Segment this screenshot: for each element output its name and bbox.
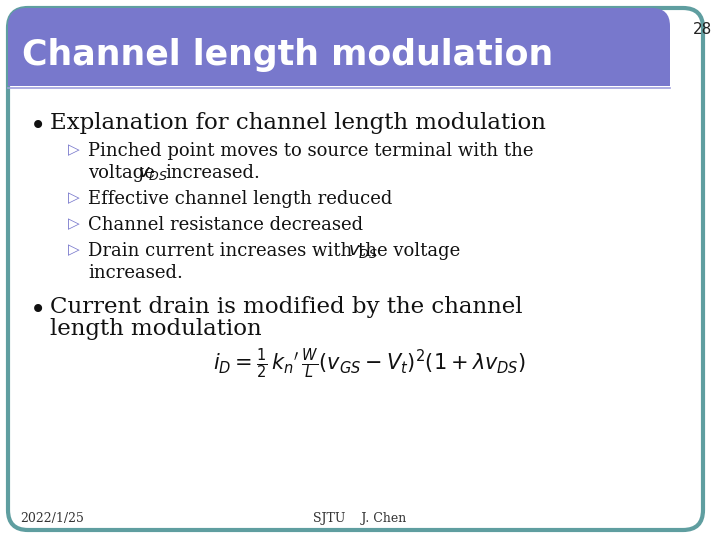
Text: Channel resistance decreased: Channel resistance decreased xyxy=(88,216,363,234)
Text: $v_{DS}$: $v_{DS}$ xyxy=(138,164,168,182)
Text: ▷: ▷ xyxy=(68,242,80,257)
Text: length modulation: length modulation xyxy=(50,318,261,340)
Text: SJTU    J. Chen: SJTU J. Chen xyxy=(313,512,407,525)
FancyBboxPatch shape xyxy=(8,8,703,530)
Text: ▷: ▷ xyxy=(68,142,80,157)
Text: Drain current increases with the voltage: Drain current increases with the voltage xyxy=(88,242,466,260)
Text: increased.: increased. xyxy=(88,264,183,282)
Text: $i_D = \frac{1}{2}\, k_n{}'\, \frac{W}{L}\left(v_{GS} - V_t\right)^2 \left(1 + \: $i_D = \frac{1}{2}\, k_n{}'\, \frac{W}{L… xyxy=(213,346,526,381)
Text: •: • xyxy=(30,112,46,140)
Text: •: • xyxy=(30,296,46,324)
Text: Effective channel length reduced: Effective channel length reduced xyxy=(88,190,392,208)
Text: 28: 28 xyxy=(693,22,712,37)
Text: Pinched point moves to source terminal with the: Pinched point moves to source terminal w… xyxy=(88,142,534,160)
Text: Current drain is modified by the channel: Current drain is modified by the channel xyxy=(50,296,523,318)
Text: voltage: voltage xyxy=(88,164,161,182)
FancyBboxPatch shape xyxy=(8,8,670,86)
Text: ▷: ▷ xyxy=(68,190,80,205)
Text: $v_{DS}$: $v_{DS}$ xyxy=(348,242,378,260)
Text: Channel length modulation: Channel length modulation xyxy=(22,38,553,72)
Bar xyxy=(8,62,670,86)
Text: increased.: increased. xyxy=(165,164,260,182)
Text: Explanation for channel length modulation: Explanation for channel length modulatio… xyxy=(50,112,546,134)
Text: 2022/1/25: 2022/1/25 xyxy=(20,512,84,525)
Text: ▷: ▷ xyxy=(68,216,80,231)
